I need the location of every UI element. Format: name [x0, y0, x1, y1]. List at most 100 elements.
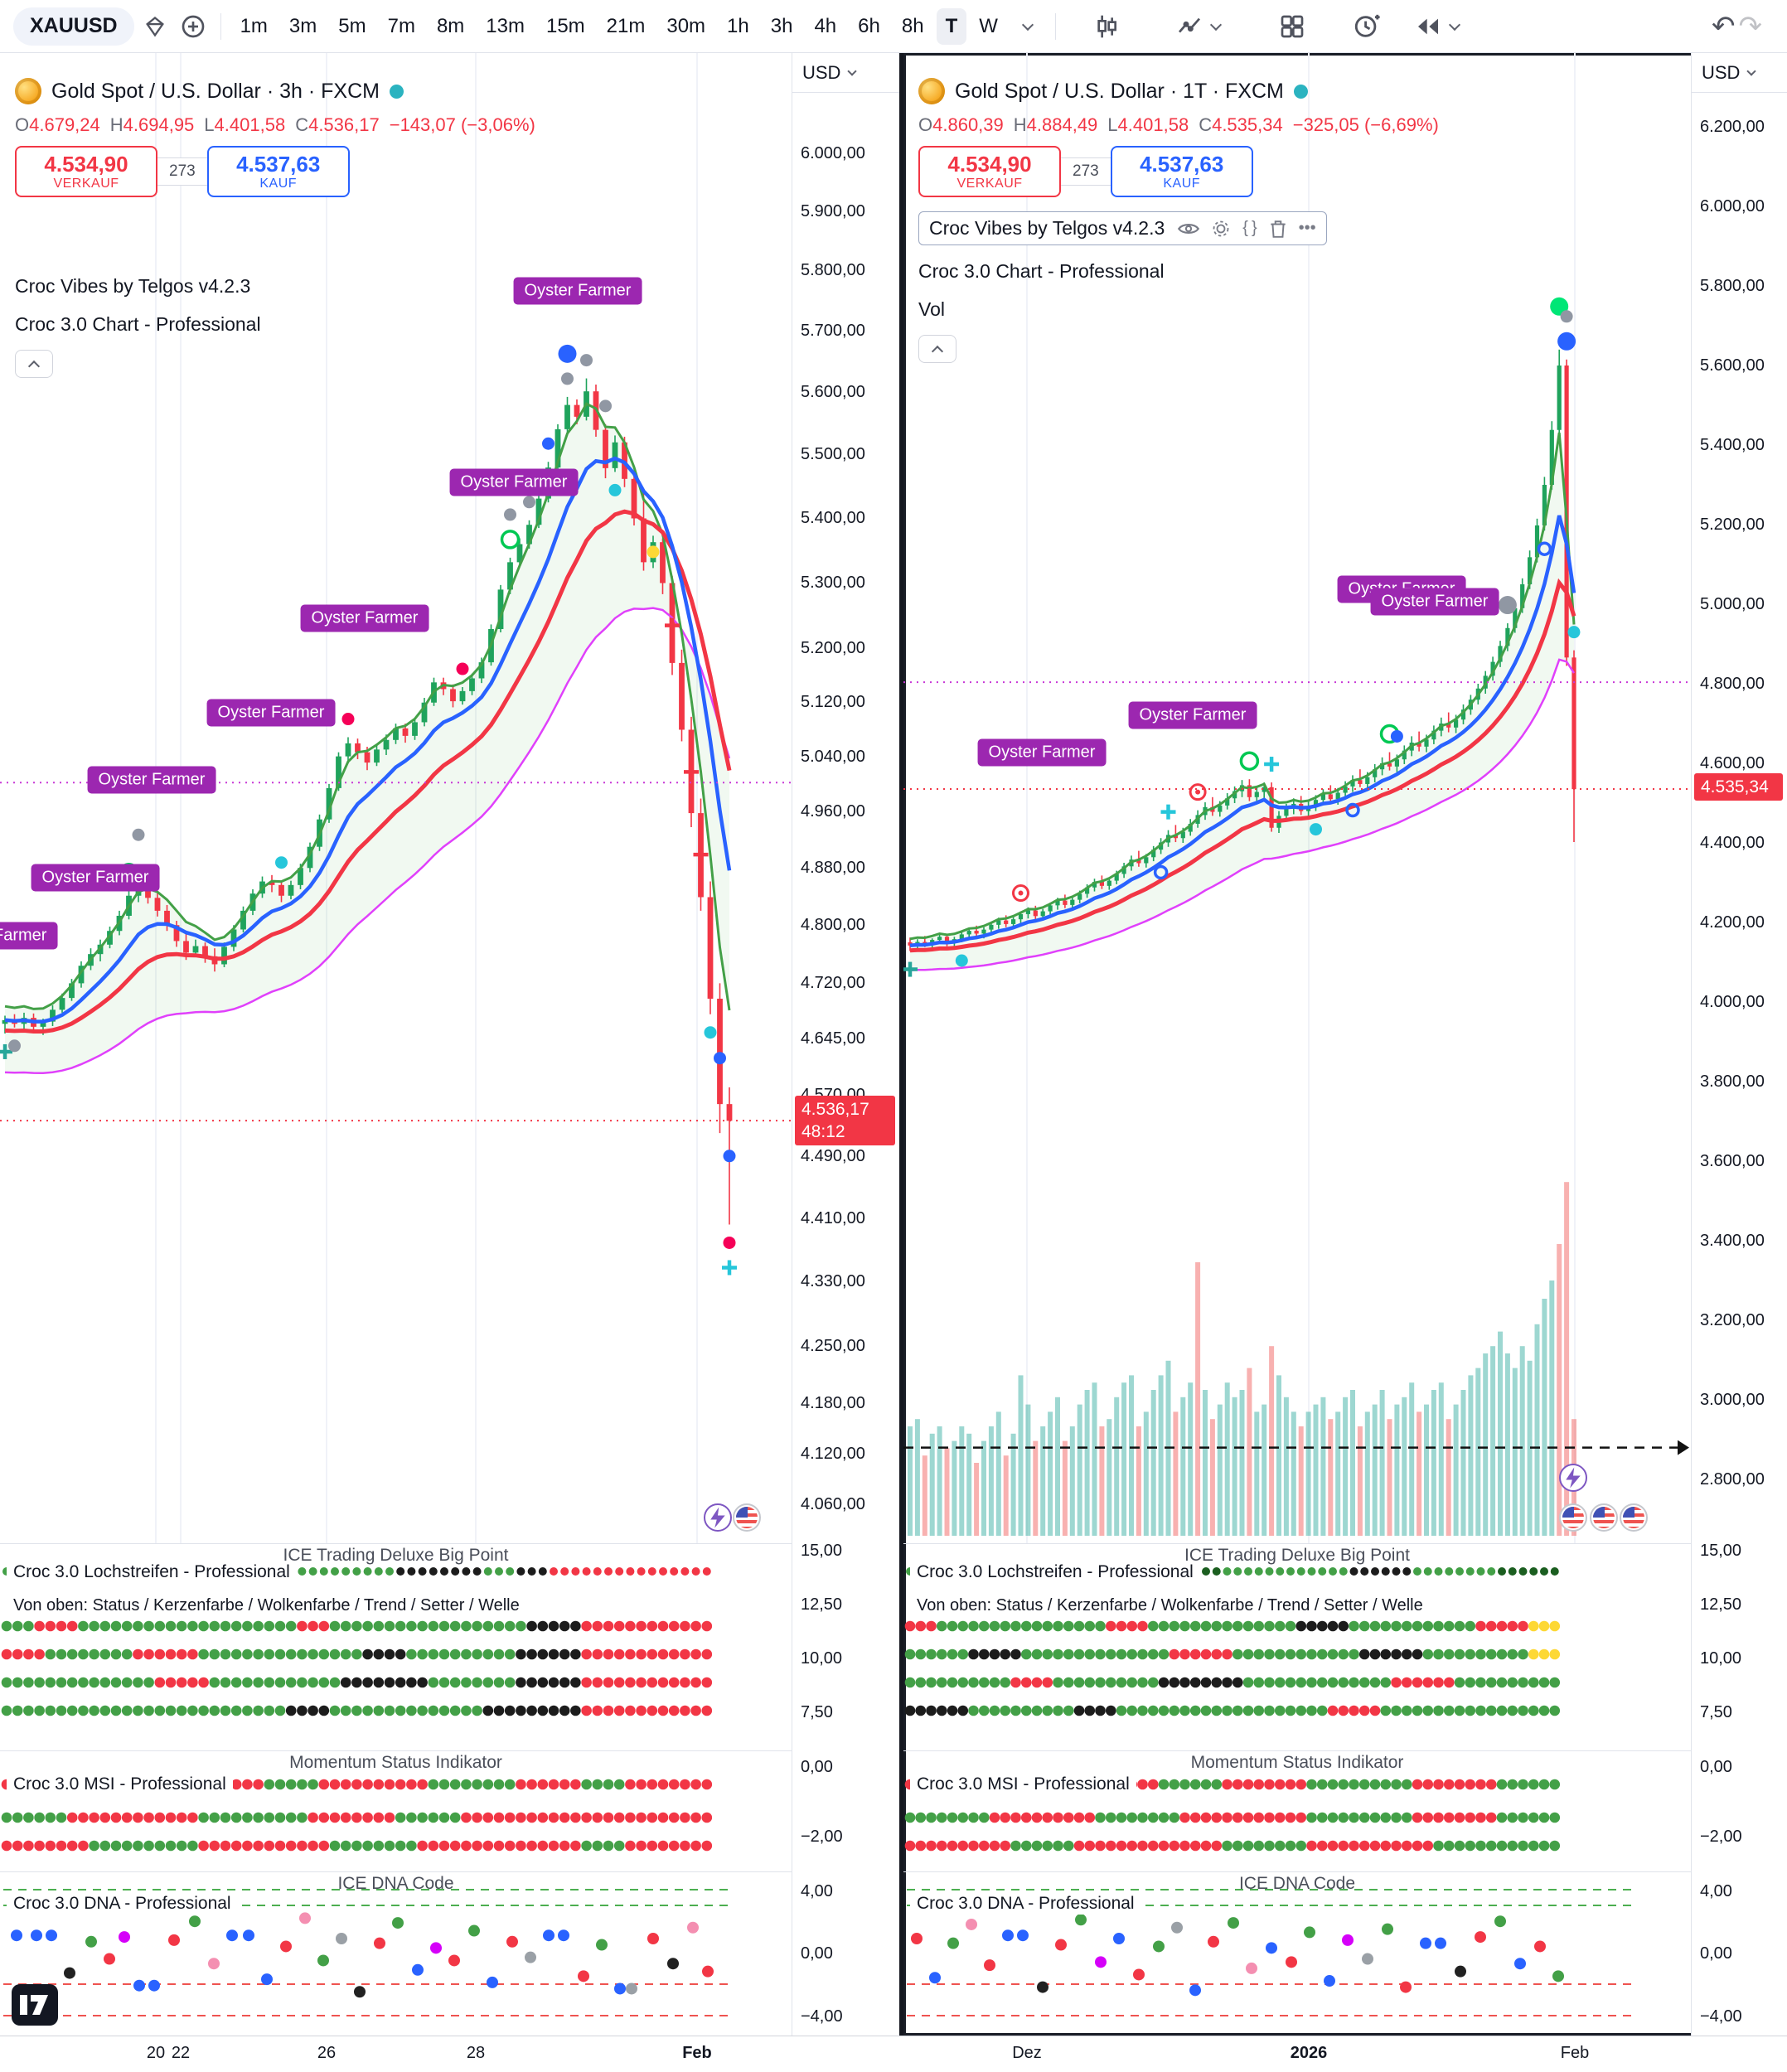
price-tick: 3.800,00 [1700, 1072, 1765, 1091]
oyster-farmer-label[interactable]: Oyster Farmer [87, 766, 216, 794]
undo-button[interactable]: ↶ [1712, 10, 1736, 42]
redo-button[interactable]: ↷ [1738, 10, 1763, 42]
sell-button[interactable]: 4.534,90 VERKAUF [918, 146, 1061, 197]
timeframe-chevron-icon[interactable] [1010, 9, 1045, 44]
price-tick: 6.000,00 [1700, 197, 1765, 215]
more-options-icon[interactable]: ••• [1298, 219, 1316, 237]
time-axis[interactable]: 20 22 26 28 Feb Dez 2026 Feb [0, 2036, 1787, 2072]
oyster-farmer-label[interactable]: Oyster Farmer [0, 922, 58, 950]
buy-button[interactable]: 4.537,63 KAUF [206, 146, 350, 197]
tf-30m[interactable]: 30m [657, 8, 714, 45]
alert-clock-icon[interactable] [1348, 7, 1386, 46]
oyster-farmer-label[interactable]: Oyster Farmer [1370, 588, 1499, 616]
tf-13m[interactable]: 13m [477, 8, 534, 45]
price-tick: 3.200,00 [1700, 1311, 1765, 1329]
panel-divider[interactable] [899, 53, 903, 2072]
event-flag-icon[interactable] [1620, 1503, 1648, 1532]
tf-21m[interactable]: 21m [598, 8, 655, 45]
indicator-volume[interactable]: Vol [918, 298, 945, 320]
layout-grid-icon[interactable] [1273, 7, 1311, 46]
collapse-indicators-button[interactable] [918, 335, 956, 363]
currency-dropdown[interactable]: USD [792, 53, 899, 93]
currency-dropdown[interactable]: USD [1692, 53, 1787, 93]
time-label: Dez [1012, 2044, 1042, 2062]
tf-3h[interactable]: 3h [762, 8, 802, 45]
chart-panel-right[interactable]: Gold Spot / U.S. Dollar · 1T · FXCM O4.8… [903, 53, 1787, 2036]
oyster-farmer-label[interactable]: Oyster Farmer [449, 468, 579, 496]
compare-gem-icon[interactable] [138, 9, 172, 44]
eye-icon[interactable] [1178, 220, 1200, 238]
pane-separator[interactable] [903, 1750, 1787, 1751]
tf-4h[interactable]: 4h [805, 8, 845, 45]
add-symbol-icon[interactable] [176, 9, 211, 44]
buy-button[interactable]: 4.537,63 KAUF [1110, 146, 1253, 197]
tf-7m[interactable]: 7m [379, 8, 424, 45]
pane-label-dna[interactable]: Croc 3.0 DNA - Professional [7, 1893, 238, 1915]
main-toolbar: XAUUSD 1m 3m 5m 7m 8m 13m 15m 21m 30m 1h… [0, 0, 1787, 53]
sell-button[interactable]: 4.534,90 VERKAUF [15, 146, 157, 197]
time-label: Feb [1560, 2044, 1590, 2062]
tradingview-logo[interactable] [12, 1984, 58, 2026]
replay-chevron-icon[interactable] [1448, 18, 1460, 31]
oyster-farmer-label[interactable]: Oyster Farmer [300, 604, 429, 632]
price-axis[interactable]: USD 4.535,34 6.200,00 6.000,00 5.800,00 5.6… [1691, 53, 1787, 2036]
price-chart-3h[interactable] [0, 53, 792, 1543]
tf-5m[interactable]: 5m [329, 8, 375, 45]
oyster-farmer-label[interactable]: Oyster Farmer [31, 864, 160, 892]
pane-label-msi[interactable]: Croc 3.0 MSI - Professional [7, 1774, 233, 1795]
source-code-icon[interactable]: { } [1242, 219, 1257, 237]
price-axis[interactable]: USD 4.536,17 48:12 6.000,00 5.900,00 5.800… [792, 53, 899, 2036]
chart-type-chevron-icon[interactable] [1209, 18, 1222, 31]
tf-8m[interactable]: 8m [428, 8, 473, 45]
indicator-croc-vibes-toolbar[interactable]: Croc Vibes by Telgos v4.2.3 { } ••• [918, 211, 1327, 245]
tf-1h[interactable]: 1h [718, 8, 758, 45]
gear-icon[interactable] [1211, 219, 1231, 239]
tf-3m[interactable]: 3m [280, 8, 326, 45]
pane-title-big-point: ICE Trading Deluxe Big Point [1184, 1546, 1410, 1565]
event-flag-icon[interactable] [733, 1503, 761, 1532]
event-lightning-icon[interactable] [1559, 1464, 1587, 1492]
price-tick: 4.180,00 [801, 1394, 865, 1413]
candles-style-icon[interactable] [1087, 7, 1126, 46]
oyster-farmer-label[interactable]: Oyster Farmer [206, 699, 336, 727]
collapse-indicators-button[interactable] [15, 350, 53, 378]
indicator-croc-chart[interactable]: Croc 3.0 Chart - Professional [15, 313, 261, 335]
symbol-button[interactable]: XAUUSD [13, 7, 134, 46]
market-status-dot [1293, 84, 1308, 99]
event-flag-icon[interactable] [1559, 1503, 1587, 1532]
pane-scale-tick: 7,50 [1700, 1703, 1732, 1721]
toolbar-separator [220, 12, 221, 40]
pane-separator[interactable] [903, 1543, 1787, 1544]
tf-1m[interactable]: 1m [231, 8, 277, 45]
price-tick: 4.060,00 [801, 1495, 865, 1513]
pane-separator[interactable] [903, 1871, 1787, 1872]
pane-label-dna[interactable]: Croc 3.0 DNA - Professional [910, 1893, 1141, 1915]
pane-separator[interactable] [0, 1750, 899, 1751]
oyster-farmer-label[interactable]: Oyster Farmer [513, 277, 642, 305]
pane-label-msi[interactable]: Croc 3.0 MSI - Professional [910, 1774, 1136, 1795]
replay-icon[interactable] [1409, 7, 1447, 46]
tf-1d[interactable]: T [936, 7, 967, 45]
indicator-croc-chart[interactable]: Croc 3.0 Chart - Professional [918, 260, 1165, 282]
oyster-farmer-label[interactable]: Oyster Farmer [977, 738, 1107, 767]
pane-label-lochstreifen[interactable]: Croc 3.0 Lochstreifen - Professional [7, 1561, 297, 1583]
pane-separator[interactable] [0, 1871, 899, 1872]
chart-panel-left[interactable]: Gold Spot / U.S. Dollar · 3h · FXCM O4.6… [0, 53, 899, 2036]
tf-8h[interactable]: 8h [893, 8, 933, 45]
event-flag-icon[interactable] [1590, 1503, 1618, 1532]
price-tick: 4.645,00 [801, 1029, 865, 1048]
pane-scale-tick: 15,00 [801, 1542, 843, 1560]
oyster-farmer-label[interactable]: Oyster Farmer [1128, 701, 1257, 729]
tf-15m[interactable]: 15m [537, 8, 594, 45]
tf-6h[interactable]: 6h [849, 8, 889, 45]
trash-icon[interactable] [1269, 219, 1287, 239]
price-tick: 4.200,00 [1700, 913, 1765, 932]
tf-1w[interactable]: W [970, 8, 1007, 45]
event-lightning-icon[interactable] [704, 1503, 732, 1532]
price-chart-1d[interactable] [903, 53, 1691, 1543]
chart-type-icon[interactable] [1170, 7, 1208, 46]
pane-separator[interactable] [0, 1543, 899, 1544]
price-tick: 4.490,00 [801, 1146, 865, 1165]
indicator-croc-vibes[interactable]: Croc Vibes by Telgos v4.2.3 [15, 275, 251, 297]
pane-label-lochstreifen[interactable]: Croc 3.0 Lochstreifen - Professional [910, 1561, 1200, 1583]
